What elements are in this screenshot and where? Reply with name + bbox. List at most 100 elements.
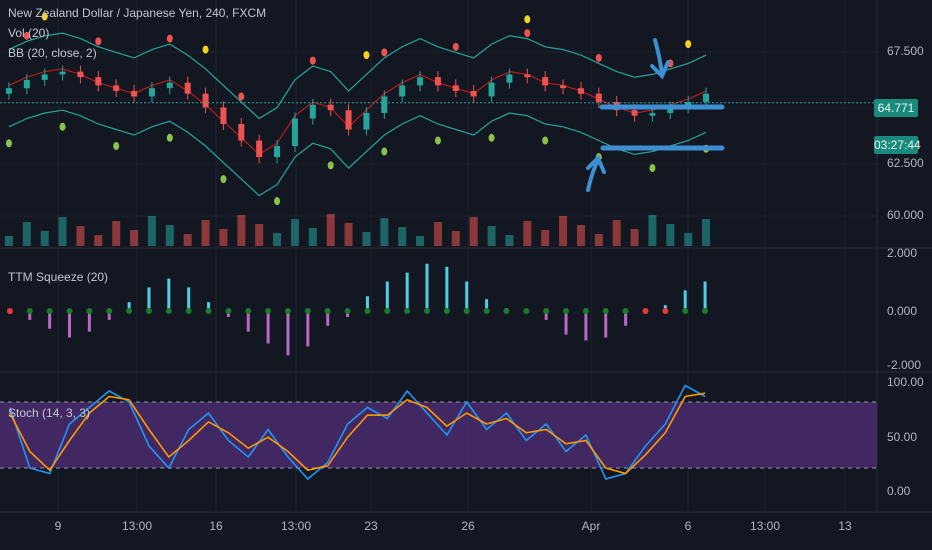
squeeze-histogram-bar [405, 272, 409, 311]
squeeze-histogram-bar [187, 287, 191, 311]
signal-dot-red [452, 42, 459, 51]
squeeze-histogram-bar [465, 281, 469, 311]
y-tick-label: 60.000 [887, 208, 924, 222]
squeeze-state-dot [463, 308, 470, 314]
candle-body [524, 74, 531, 78]
squeeze-histogram-bar [445, 266, 449, 311]
signal-dot-green [5, 139, 12, 148]
squeeze-state-dot [582, 308, 589, 314]
squeeze-state-dot [662, 308, 669, 314]
squeeze-state-dot [404, 308, 411, 314]
squeeze-state-dot [165, 308, 172, 314]
squeeze-histogram-bar [48, 311, 52, 329]
squeeze-histogram-bar [127, 302, 131, 311]
signal-dot-yellow [524, 15, 531, 24]
volume-bar [344, 223, 353, 246]
candle-body [113, 85, 120, 91]
squeeze-histogram-bar [604, 311, 608, 338]
squeeze-state-dot [26, 308, 33, 314]
bar-countdown-label: 03:27:44 [874, 136, 921, 154]
candle-body [470, 90, 477, 97]
signal-dot-green [488, 133, 495, 142]
squeeze-histogram-bar [564, 311, 568, 335]
volume-bar [523, 221, 532, 246]
signal-dot-green [166, 133, 173, 142]
squeeze-state-dot [483, 308, 490, 314]
volume-bar [433, 222, 442, 246]
candle-body [148, 88, 155, 97]
price-pane[interactable] [0, 12, 877, 246]
signal-dot-red [95, 37, 102, 46]
squeeze-histogram-bar [624, 311, 628, 326]
stoch-pane[interactable] [0, 384, 877, 481]
volume-bar [487, 226, 496, 246]
candle-body [363, 112, 370, 130]
squeeze-state-dot [443, 308, 450, 314]
bb-indicator-label[interactable]: BB (20, close, 2) [8, 46, 97, 60]
stoch-title[interactable]: Stoch (14, 3, 3) [8, 406, 91, 420]
signal-dot-green [59, 122, 66, 131]
stoch-band-fill [0, 402, 877, 468]
y-tick-label: 67.500 [887, 44, 924, 58]
signal-dot-red [595, 53, 602, 62]
volume-bar [4, 236, 13, 246]
up-arrow [586, 154, 606, 192]
signal-dot-yellow [363, 51, 370, 60]
candle-body [238, 124, 245, 141]
candle-body [327, 104, 334, 111]
x-tick-label: 13:00 [121, 519, 153, 533]
candle-body [256, 140, 263, 158]
volume-bar [702, 219, 711, 246]
squeeze-histogram-bar [246, 311, 250, 332]
squeeze-pane[interactable] [6, 263, 709, 356]
candle-body [5, 88, 12, 94]
volume-bar [219, 229, 228, 246]
signal-dot-red [309, 56, 316, 65]
squeeze-state-dot [66, 308, 73, 314]
squeeze-histogram-bar [207, 302, 211, 311]
candle-body [595, 93, 602, 102]
squeeze-state-dot [145, 308, 152, 314]
squeeze-title[interactable]: TTM Squeeze (20) [8, 270, 109, 284]
squeeze-histogram-bar [385, 281, 389, 311]
volume-bar [451, 231, 460, 246]
volume-bar [22, 222, 31, 246]
squeeze-histogram-bar [87, 311, 91, 332]
squeeze-state-dot [384, 308, 391, 314]
candle-body [131, 90, 138, 97]
candle-body [452, 85, 459, 91]
signal-dot-green [274, 197, 281, 206]
candle-body [667, 107, 674, 113]
squeeze-state-dot [324, 308, 331, 314]
squeeze-state-dot [284, 308, 291, 314]
volume-bar [416, 236, 425, 246]
volume-bar [237, 215, 246, 246]
candle-body [506, 74, 513, 83]
squeeze-state-dot [622, 308, 629, 314]
squeeze-state-dot [205, 308, 212, 314]
squeeze-histogram-bar [306, 311, 310, 347]
volume-bar [559, 216, 568, 246]
volume-bar [612, 220, 621, 246]
squeeze-state-dot [682, 308, 689, 314]
volume-bar [308, 228, 317, 246]
vol-indicator-label[interactable]: Vol (20) [8, 26, 50, 40]
candle-body [23, 79, 30, 89]
signal-dot-green [434, 136, 441, 145]
y-tick-label: 50.00 [887, 430, 918, 444]
volume-bar [326, 214, 335, 246]
squeeze-histogram-bar [365, 296, 369, 311]
candle-body [381, 96, 388, 113]
volume-bar [58, 217, 67, 246]
squeeze-histogram-bar [107, 311, 111, 320]
squeeze-state-dot [106, 308, 113, 314]
squeeze-histogram-bar [286, 311, 290, 356]
candle-body [417, 77, 424, 86]
bb-upper-band [8, 32, 707, 120]
squeeze-state-dot [6, 308, 13, 314]
annotations[interactable] [586, 38, 725, 192]
signal-dot-green [381, 147, 388, 156]
squeeze-histogram-bar [544, 311, 548, 320]
x-tick-label: 26 [461, 519, 475, 533]
